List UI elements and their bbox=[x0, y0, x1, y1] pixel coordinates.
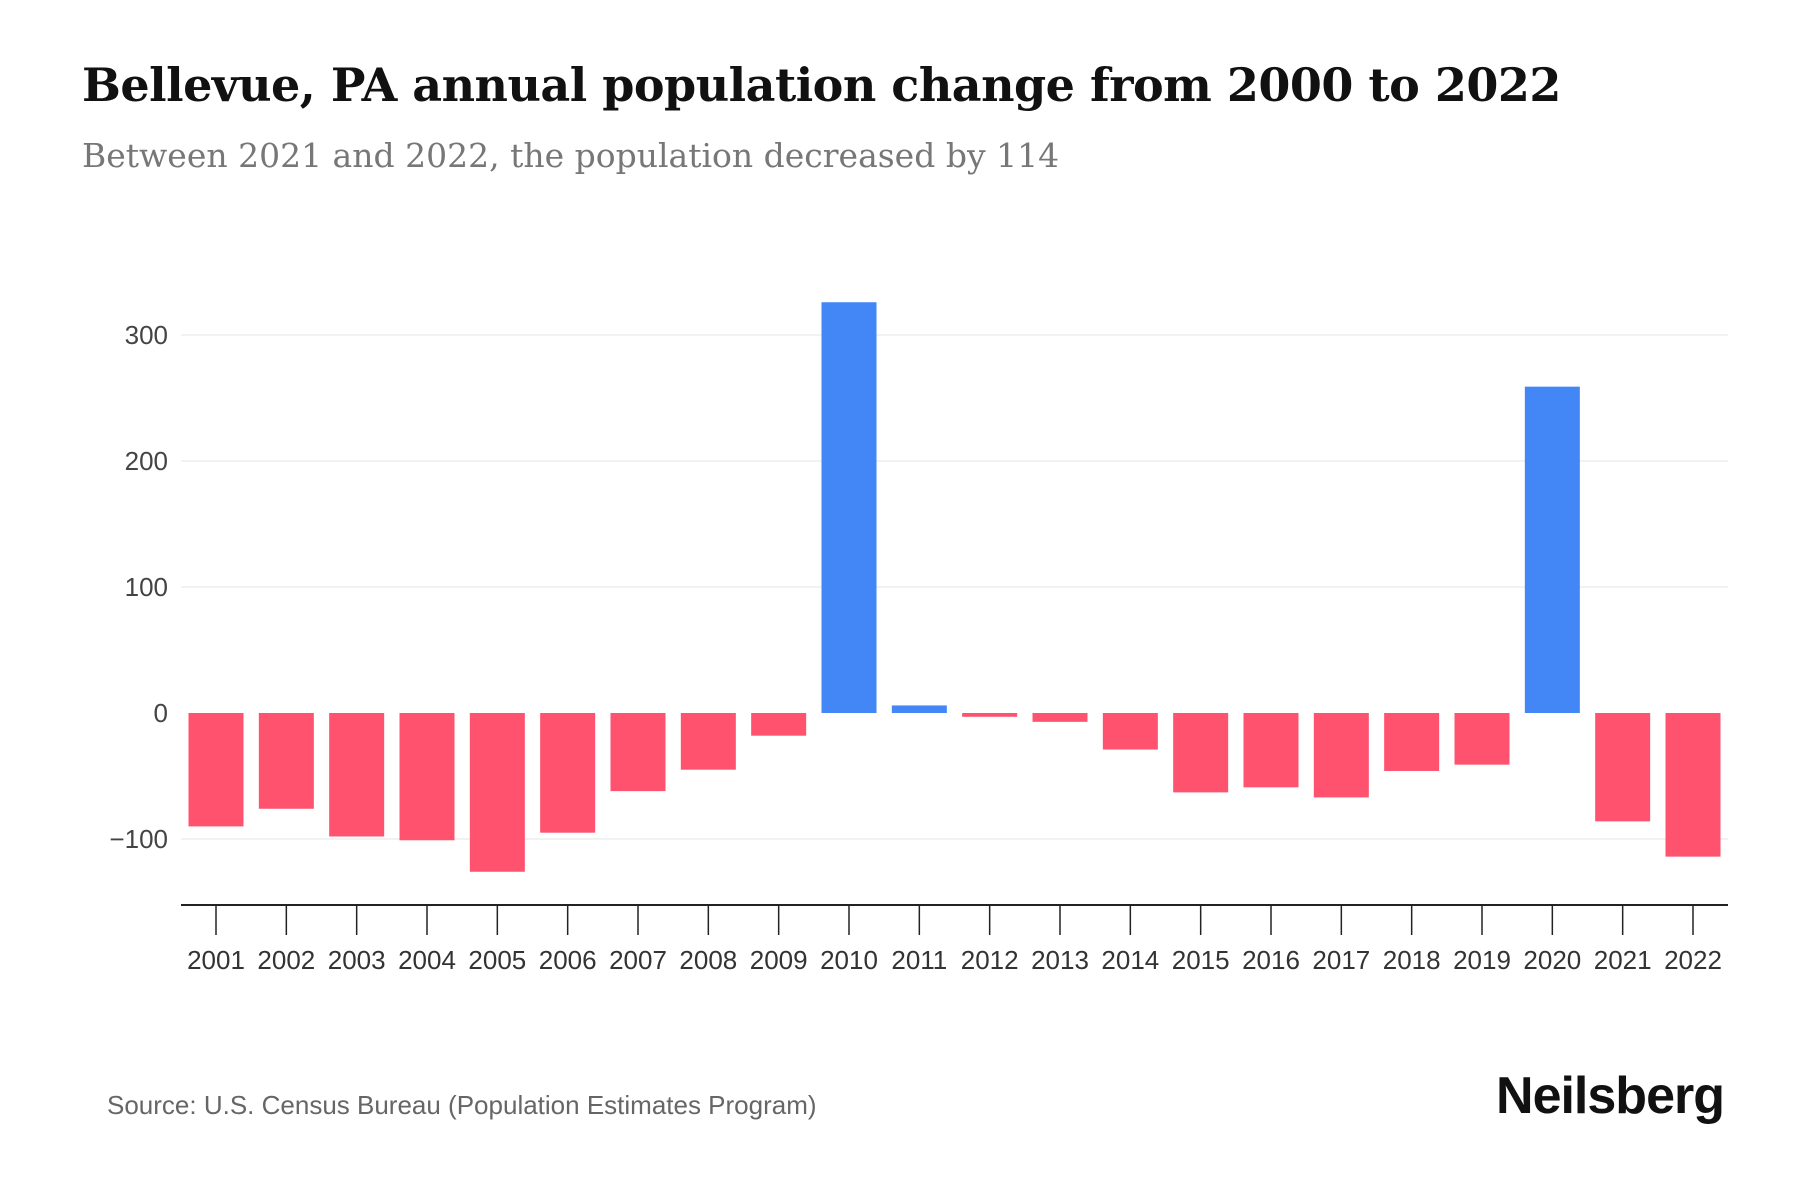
source-note: Source: U.S. Census Bureau (Population E… bbox=[107, 1090, 817, 1120]
x-tick-label: 2017 bbox=[1312, 945, 1370, 975]
bar-2008 bbox=[680, 713, 736, 770]
bar-2010 bbox=[821, 302, 877, 713]
bar-2016 bbox=[1243, 713, 1299, 788]
bar-2007 bbox=[610, 713, 666, 792]
bar-2009 bbox=[751, 713, 807, 736]
bar-2013 bbox=[1032, 713, 1088, 722]
bar-2022 bbox=[1665, 713, 1721, 857]
y-tick-label: 200 bbox=[125, 446, 168, 476]
bar-2018 bbox=[1384, 713, 1440, 771]
x-tick-label: 2011 bbox=[891, 945, 947, 975]
x-tick-label: 2018 bbox=[1383, 945, 1441, 975]
x-tick-label: 2006 bbox=[539, 945, 597, 975]
neilsberg-logo: Neilsberg bbox=[1496, 1067, 1725, 1125]
bar-2021 bbox=[1595, 713, 1651, 822]
chart-subtitle: Between 2021 and 2022, the population de… bbox=[82, 136, 1060, 175]
x-tick-label: 2013 bbox=[1031, 945, 1089, 975]
y-tick-label: −100 bbox=[109, 824, 168, 854]
bar-2001 bbox=[188, 713, 244, 827]
bar-2004 bbox=[399, 713, 455, 841]
bar-2006 bbox=[540, 713, 596, 833]
y-tick-label: 0 bbox=[154, 698, 168, 728]
bar-2015 bbox=[1173, 713, 1229, 793]
bar-2014 bbox=[1102, 713, 1158, 750]
x-tick-label: 2020 bbox=[1523, 945, 1581, 975]
bar-2019 bbox=[1454, 713, 1510, 765]
x-tick-label: 2015 bbox=[1172, 945, 1230, 975]
bar-2011 bbox=[891, 705, 947, 713]
x-tick-label: 2022 bbox=[1664, 945, 1722, 975]
bar-2002 bbox=[258, 713, 314, 809]
x-tick-label: 2002 bbox=[257, 945, 315, 975]
x-tick-label: 2009 bbox=[750, 945, 808, 975]
chart-title: Bellevue, PA annual population change fr… bbox=[82, 58, 1561, 112]
x-tick-label: 2014 bbox=[1101, 945, 1159, 975]
x-tick-label: 2008 bbox=[679, 945, 737, 975]
x-tick-label: 2005 bbox=[468, 945, 526, 975]
x-tick-label: 2016 bbox=[1242, 945, 1300, 975]
bar-2005 bbox=[469, 713, 525, 872]
y-tick-label: 300 bbox=[125, 320, 168, 350]
x-tick-label: 2021 bbox=[1594, 945, 1652, 975]
bar-chart: 300 200 100 0 −100 2001 2002 2003 2004 2005 2006 20… bbox=[109, 302, 1728, 975]
bar-2020 bbox=[1524, 386, 1580, 713]
bar-2012 bbox=[962, 713, 1018, 717]
x-tick-label: 2012 bbox=[961, 945, 1019, 975]
bar-2017 bbox=[1313, 713, 1369, 798]
y-tick-label: 100 bbox=[125, 572, 168, 602]
bar-2003 bbox=[329, 713, 385, 837]
x-tick-label: 2019 bbox=[1453, 945, 1511, 975]
x-tick-label: 2010 bbox=[820, 945, 878, 975]
x-tick-label: 2004 bbox=[398, 945, 456, 975]
x-tick-label: 2003 bbox=[328, 945, 386, 975]
x-tick-label: 2001 bbox=[187, 945, 245, 975]
x-tick-label: 2007 bbox=[609, 945, 667, 975]
